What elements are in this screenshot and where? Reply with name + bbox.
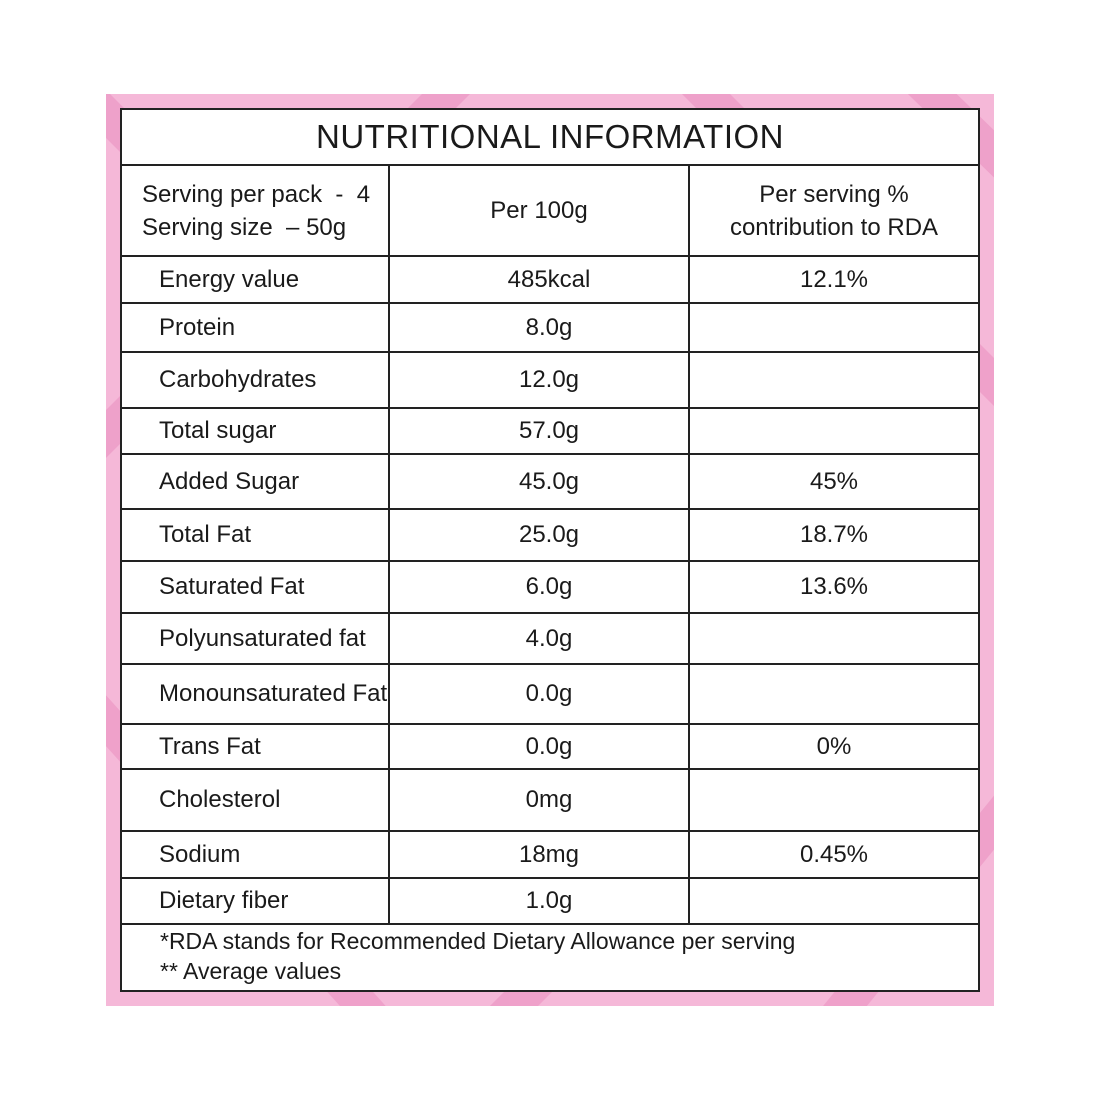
nutrient-label: Energy value xyxy=(159,265,300,293)
table-title: NUTRITIONAL INFORMATION xyxy=(122,110,978,166)
rda-value: 13.6% xyxy=(688,562,978,612)
nutrient-label: Polyunsaturated fat xyxy=(159,624,366,652)
rda-value: 12.1% xyxy=(688,257,978,302)
table-row: Monounsaturated Fat 0.0g xyxy=(122,665,978,725)
table-row: Total Fat 25.0g 18.7% xyxy=(122,510,978,562)
table-row: Energy value 485kcal 12.1% xyxy=(122,257,978,304)
nutrient-label: Carbohydrates xyxy=(159,366,317,393)
per-100g-value: 1.0g xyxy=(388,879,688,923)
table-row: Sodium 18mg 0.45% xyxy=(122,832,978,879)
nutrient-label: Monounsaturated Fat xyxy=(159,680,388,707)
rda-value: 45% xyxy=(688,455,978,508)
nutrient-label: Protein xyxy=(159,313,236,341)
nutrient-label: Dietary fiber xyxy=(159,887,289,914)
per-100g-value: 25.0g xyxy=(388,510,688,560)
nutrient-label: Added Sugar xyxy=(159,467,300,495)
table-row: Added Sugar 45.0g 45% xyxy=(122,455,978,510)
nutrient-label: Saturated Fat xyxy=(159,573,305,600)
per-100g-value: 0.0g xyxy=(388,725,688,768)
rda-value: 0% xyxy=(688,725,978,768)
rda-value xyxy=(688,879,978,923)
nutrient-label: Cholesterol xyxy=(159,786,281,813)
table-row: Polyunsaturated fat 4.0g xyxy=(122,614,978,665)
serving-per-pack: Serving per pack - 4 xyxy=(142,180,371,208)
table-row: Carbohydrates 12.0g xyxy=(122,353,978,409)
serving-info-cell: Serving per pack - 4 Serving size – 50g xyxy=(122,166,388,255)
rda-value: 0.45% xyxy=(688,832,978,877)
per-100g-value: 45.0g xyxy=(388,455,688,508)
per-100g-value: 57.0g xyxy=(388,409,688,453)
table-row: Trans Fat 0.0g 0% xyxy=(122,725,978,770)
nutrition-table: NUTRITIONAL INFORMATION Serving per pack… xyxy=(120,108,980,992)
nutrient-label: Total sugar xyxy=(159,417,277,444)
per-100g-value: 485kcal xyxy=(388,257,688,302)
footnote-average: ** Average values xyxy=(160,958,342,984)
nutrient-label: Sodium xyxy=(159,840,241,868)
nutrient-label: Total Fat xyxy=(159,521,252,548)
table-row: Dietary fiber 1.0g xyxy=(122,879,978,925)
per-100g-value: 0.0g xyxy=(388,665,688,723)
rda-value xyxy=(688,409,978,453)
table-row: Saturated Fat 6.0g 13.6% xyxy=(122,562,978,614)
footnotes: *RDA stands for Recommended Dietary Allo… xyxy=(122,926,978,986)
rda-value xyxy=(688,614,978,663)
per-100g-header: Per 100g xyxy=(388,166,688,255)
rda-header: Per serving % contribution to RDA xyxy=(688,166,978,255)
rda-value: 18.7% xyxy=(688,510,978,560)
serving-size: Serving size – 50g xyxy=(142,213,347,241)
table-row: Protein 8.0g xyxy=(122,304,978,353)
table-header-row: Serving per pack - 4 Serving size – 50g … xyxy=(122,166,978,257)
per-100g-value: 8.0g xyxy=(388,304,688,351)
per-100g-value: 12.0g xyxy=(388,353,688,407)
rda-value xyxy=(688,304,978,351)
per-100g-value: 4.0g xyxy=(388,614,688,663)
table-row: Cholesterol 0mg xyxy=(122,770,978,832)
per-100g-value: 0mg xyxy=(388,770,688,830)
per-100g-value: 18mg xyxy=(388,832,688,877)
table-row: Total sugar 57.0g xyxy=(122,409,978,455)
rda-value xyxy=(688,770,978,830)
rda-value xyxy=(688,353,978,407)
nutrient-label: Trans Fat xyxy=(159,732,261,760)
footnote-rda: *RDA stands for Recommended Dietary Allo… xyxy=(160,928,796,954)
per-100g-value: 6.0g xyxy=(388,562,688,612)
rda-value xyxy=(688,665,978,723)
